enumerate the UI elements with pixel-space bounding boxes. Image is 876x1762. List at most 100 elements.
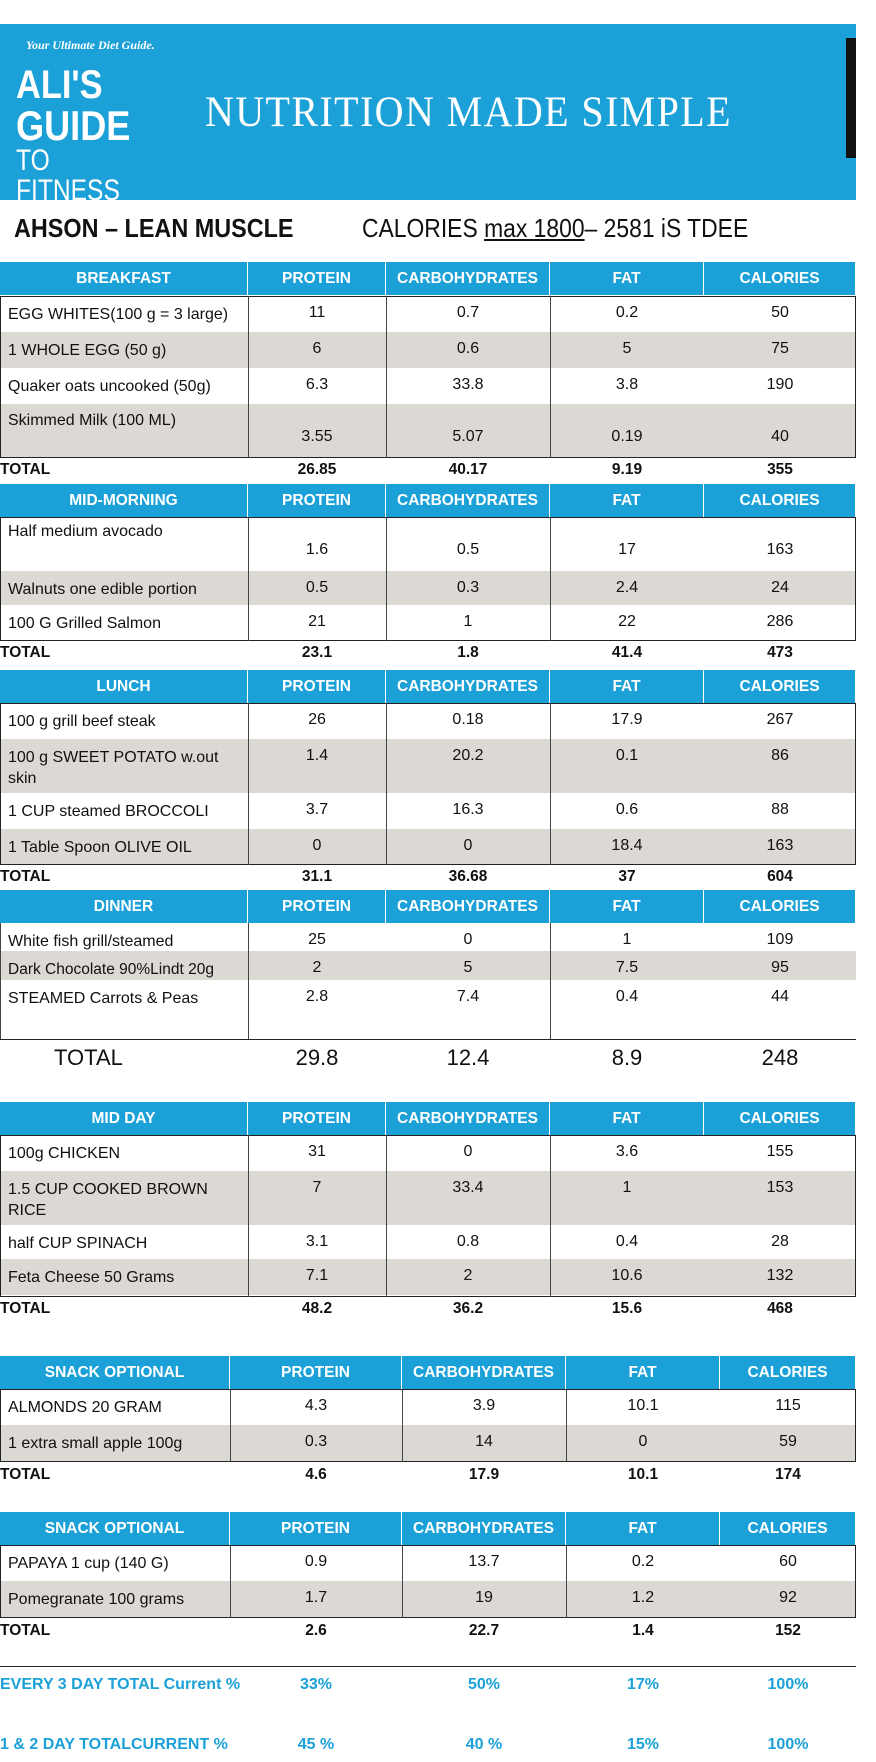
table-body-border — [0, 703, 856, 865]
meal-name: MID-MORNING — [0, 484, 248, 517]
total-fat: 10.1 — [627, 1466, 659, 1483]
table-row: STEAMED Carrots & Peas 2.8 7.4 0.4 44 — [0, 980, 856, 1038]
protein-percent: 33% — [299, 1676, 333, 1693]
tagline: Your Ultimate Diet Guide. — [26, 38, 155, 52]
fat-header: FAT — [550, 484, 704, 517]
carbs-percent: 40 % — [465, 1736, 503, 1753]
carbs-value: 0 — [463, 931, 473, 948]
fat-value: 1.2 — [631, 1589, 655, 1606]
protein-value: 0 — [312, 837, 322, 854]
calories-prefix: CALORIES — [362, 213, 485, 243]
total-carbs: 36.2 — [452, 1300, 484, 1317]
food-label: EGG WHITES(100 g = 3 large) — [8, 306, 229, 323]
total-fat: 8.9 — [611, 1045, 643, 1070]
table-body-border — [0, 517, 856, 641]
protein-header: PROTEIN — [248, 890, 386, 923]
calorie-target: CALORIES max 1800– 2581 iS TDEE — [362, 213, 748, 247]
table-header: SNACK OPTIONAL PROTEIN CARBOHYDRATES FAT CAL… — [0, 1512, 856, 1545]
table-row: 100 G Grilled Salmon 21 1 22 286 — [0, 605, 856, 639]
total-row: TOTAL 31.1 36.68 37 604 — [0, 865, 856, 889]
total-label: TOTAL — [0, 868, 51, 885]
fat-value: 22 — [618, 613, 636, 630]
column-divider — [550, 296, 551, 458]
carbs-header: CARBOHYDRATES — [386, 262, 550, 295]
calories-value: 92 — [779, 1589, 797, 1606]
total-fat: 41.4 — [611, 644, 643, 661]
table-row: 1 WHOLE EGG (50 g) 6 0.6 5 75 — [0, 332, 856, 368]
carbs-value: 0.18 — [452, 711, 484, 728]
carbs-value: 14 — [475, 1433, 493, 1450]
percentage-row: EVERY 3 DAY TOTAL Current % 33% 50% 17% 100% — [0, 1676, 856, 1702]
carbs-value: 0.6 — [456, 340, 480, 357]
carbs-value: 0 — [463, 1143, 473, 1160]
food-label: Pomegranate 100 grams — [8, 1591, 185, 1608]
table-header: MID DAY PROTEIN CARBOHYDRATES FAT CALORIES — [0, 1102, 856, 1135]
meal-name: DINNER — [0, 890, 248, 923]
total-protein: 23.1 — [301, 644, 333, 661]
carbs-value: 13.7 — [468, 1553, 500, 1570]
calories-percent: 100% — [767, 1736, 809, 1753]
table-row: Half medium avocado 1.6 0.5 17 163 — [0, 517, 856, 571]
summary-divider — [0, 1666, 856, 1667]
total-calories: 248 — [761, 1045, 799, 1070]
table-row: White fish grill/steamed 25 0 1 109 — [0, 923, 856, 951]
total-label: TOTAL — [0, 461, 51, 478]
column-divider — [550, 517, 551, 641]
table-row: 100 g SWEET POTATO w.out skin 1.4 20.2 0.1 8… — [0, 739, 856, 793]
column-divider — [386, 703, 387, 865]
carbs-value: 20.2 — [452, 747, 484, 764]
calories-header: CALORIES — [704, 670, 856, 703]
fat-value: 0.4 — [615, 988, 639, 1005]
calories-value: 286 — [766, 613, 794, 630]
table-row: 1 extra small apple 100g 0.3 14 0 59 — [0, 1425, 856, 1461]
fat-value: 17 — [618, 541, 636, 558]
fat-header: FAT — [566, 1356, 720, 1389]
table-row: Dark Chocolate 90%Lindt 20g 2 5 7.5 95 — [0, 951, 856, 980]
column-divider — [230, 1545, 231, 1618]
fat-value: 0.1 — [615, 747, 639, 764]
table-row: EGG WHITES(100 g = 3 large) 11 0.7 0.2 50 — [0, 296, 856, 332]
meal-name: MID DAY — [0, 1102, 248, 1135]
carbs-header: CARBOHYDRATES — [386, 1102, 550, 1135]
carbs-value: 0 — [463, 837, 473, 854]
table-row: 1.5 CUP COOKED BROWN RICE 7 33.4 1 153 — [0, 1171, 856, 1225]
protein-header: PROTEIN — [248, 484, 386, 517]
meal-name: BREAKFAST — [0, 262, 248, 295]
fat-percent: 15% — [626, 1736, 660, 1753]
food-label: STEAMED Carrots & Peas — [8, 990, 199, 1007]
table-bottom-line — [0, 1039, 856, 1040]
total-protein: 2.6 — [305, 1622, 327, 1639]
calories-value: 88 — [771, 801, 789, 818]
total-row: TOTAL 26.85 40.17 9.19 355 — [0, 458, 856, 482]
logo-line-1: ALI'S — [16, 63, 103, 107]
protein-value: 7 — [312, 1179, 322, 1196]
fat-value: 0.4 — [615, 1233, 639, 1250]
logo: ALI'S GUIDE TO FITNESS — [16, 63, 166, 205]
food-label: 1 CUP steamed BROCCOLI — [8, 803, 209, 820]
table-row: ALMONDS 20 GRAM 4.3 3.9 10.1 115 — [0, 1389, 856, 1425]
carbs-value: 5 — [463, 959, 473, 976]
carbs-value: 7.4 — [456, 988, 480, 1005]
protein-value: 3.55 — [301, 428, 333, 445]
total-label: TOTAL — [0, 1466, 51, 1483]
protein-value: 1.4 — [305, 747, 329, 764]
column-divider — [566, 1389, 567, 1462]
table-row: Quaker oats uncooked (50g) 6.3 33.8 3.8 190 — [0, 368, 856, 404]
table-row: 100g CHICKEN 31 0 3.6 155 — [0, 1135, 856, 1171]
protein-value: 6 — [312, 340, 322, 357]
fat-percent: 17% — [626, 1676, 660, 1693]
food-label: 100g CHICKEN — [8, 1145, 121, 1162]
total-fat: 1.4 — [632, 1622, 654, 1639]
total-carbs: 22.7 — [468, 1622, 500, 1639]
column-divider — [386, 1135, 387, 1297]
table-header: BREAKFAST PROTEIN CARBOHYDRATES FAT CALORIES — [0, 262, 856, 295]
calories-value: 50 — [771, 304, 789, 321]
carbs-header: CARBOHYDRATES — [386, 890, 550, 923]
calories-percent: 100% — [767, 1676, 809, 1693]
food-label: 1 Table Spoon OLIVE OIL — [8, 839, 192, 856]
calories-value: 163 — [766, 837, 794, 854]
carbs-header: CARBOHYDRATES — [402, 1356, 566, 1389]
protein-value: 0.5 — [305, 579, 329, 596]
table-body-border — [0, 1545, 856, 1618]
calories-value: 59 — [779, 1433, 797, 1450]
